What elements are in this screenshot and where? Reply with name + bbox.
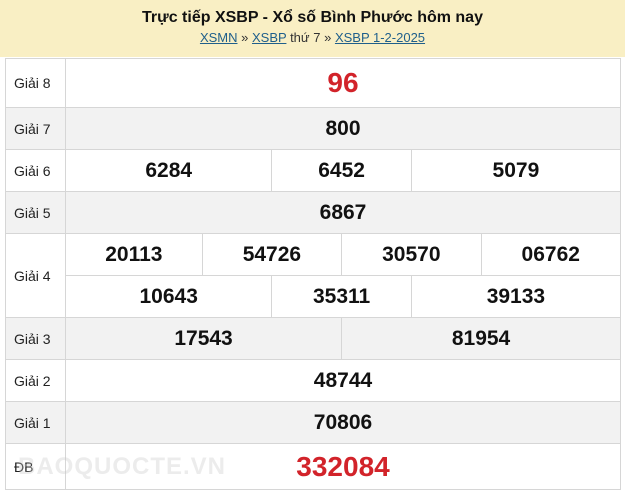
prize-value: 39133	[410, 275, 622, 318]
row-giai-4: Giải 4 20113 54726 30570 06762	[5, 233, 622, 318]
prize-label: ĐB	[5, 443, 66, 490]
prize-value: 06762	[480, 233, 622, 276]
prize-label: Giải 7	[5, 107, 66, 150]
link-xsbp[interactable]: XSBP	[251, 30, 287, 45]
page-title: Trực tiếp XSBP - Xổ số Bình Phước hôm na…	[142, 9, 483, 26]
row-giai-4b: 10643 35311 39133	[6, 275, 622, 318]
prize-label: Giải 1	[5, 401, 66, 444]
prize-label: Giải 8	[5, 58, 66, 108]
page-header: Trực tiếp XSBP - Xổ số Bình Phước hôm na…	[0, 0, 625, 57]
breadcrumb: XSMN » XSBP thứ 7 » XSBP 1-2-2025	[199, 30, 426, 45]
link-xsbp-date[interactable]: XSBP 1-2-2025	[334, 30, 426, 45]
special-prize-value: 332084	[65, 443, 621, 490]
prize-label: Giải 6	[5, 149, 66, 192]
prize-value: 48744	[65, 359, 621, 402]
row-giai-8: Giải 8 96	[5, 58, 621, 108]
prize-value: 10643	[64, 275, 273, 318]
row-giai-2: Giải 2 48744	[5, 359, 621, 402]
prize-value: 6867	[65, 191, 621, 234]
watermark: BAOQUOCTE.VN	[18, 453, 227, 480]
prize-value: 54726	[201, 233, 343, 276]
row-giai-5: Giải 5 6867	[5, 191, 621, 234]
prize-value: 6284	[64, 149, 273, 192]
prize-label: Giải 5	[5, 191, 66, 234]
row-giai-3: Giải 3 17543 81954	[5, 317, 621, 360]
prize-value: 81954	[341, 317, 621, 360]
prize-value: 800	[65, 107, 621, 150]
prize-value: 35311	[271, 275, 412, 318]
prize-value: 30570	[341, 233, 482, 276]
link-xsmn[interactable]: XSMN	[199, 30, 238, 45]
prize-label: Giải 4	[5, 233, 66, 318]
prize-value: 17543	[64, 317, 343, 360]
prize-value: 6452	[271, 149, 412, 192]
prize-label: Giải 3	[5, 317, 66, 360]
row-giai-6: Giải 6 6284 6452 5079	[5, 149, 622, 192]
prize-label: Giải 2	[5, 359, 66, 402]
prize-value: 70806	[65, 401, 621, 444]
row-giai-1: Giải 1 70806	[5, 401, 621, 444]
prize-value: 20113	[65, 233, 203, 276]
row-dac-biet: ĐB 332084	[5, 443, 621, 490]
row-giai-7: Giải 7 800	[5, 107, 621, 150]
prize-value: 96	[65, 58, 621, 108]
prize-value: 5079	[410, 149, 622, 192]
results-table: Giải 8 96 Giải 7 800 Giải 6 6284 6452 5079 Gi…	[5, 58, 622, 490]
